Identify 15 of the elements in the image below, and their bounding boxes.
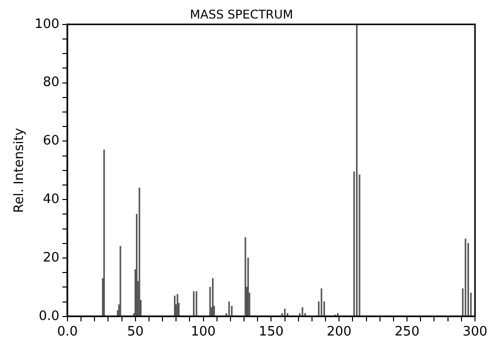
- x-tick-label: 150: [258, 324, 284, 340]
- y-tick-label: 100: [34, 16, 60, 32]
- x-tick-label: 0.0: [57, 324, 78, 340]
- chart-title: MASS SPECTRUM: [190, 7, 294, 22]
- y-tick-label: 40: [42, 192, 60, 207]
- y-tick-label: 60: [42, 134, 60, 149]
- y-axis-title: Rel. Intensity: [12, 128, 28, 213]
- x-tick-label: 300: [462, 324, 488, 340]
- y-tick-label: 20: [42, 250, 60, 266]
- x-tick-label: 100: [190, 324, 216, 340]
- y-tick-label: 80: [42, 75, 60, 90]
- x-tick-label: 250: [394, 324, 420, 340]
- y-tick-label: 0.0: [38, 308, 60, 324]
- x-tick-label: 50: [127, 324, 144, 340]
- x-tick-label: 200: [326, 324, 352, 340]
